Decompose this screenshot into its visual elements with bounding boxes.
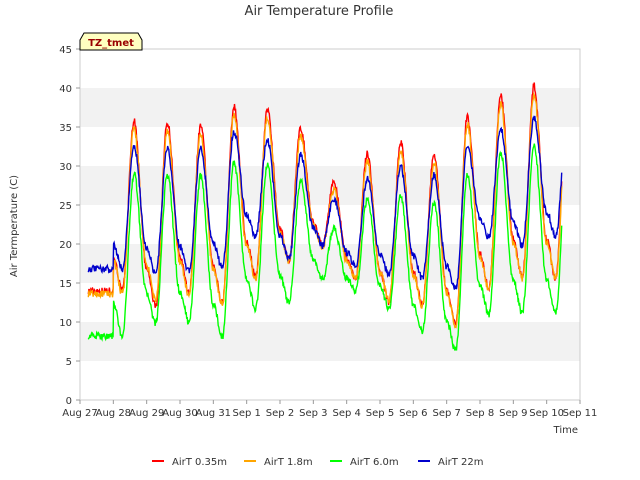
- x-tick-label: Aug 27: [62, 408, 97, 419]
- x-tick-label: Aug 30: [162, 408, 197, 419]
- y-tick-label: 15: [59, 279, 72, 290]
- y-tick-label: 30: [59, 162, 72, 173]
- y-tick-label: 35: [59, 123, 72, 134]
- annotation-label: TZ_tmet: [88, 38, 134, 49]
- series-lines: [87, 82, 563, 351]
- x-tick-label: Sep 9: [499, 408, 527, 419]
- grid-band: [80, 88, 580, 127]
- x-tick-label: Sep 10: [529, 408, 564, 419]
- x-tick-label: Aug 28: [96, 408, 131, 419]
- y-axis-label: Air Termperature (C): [9, 175, 20, 277]
- y-tick-label: 10: [59, 318, 72, 329]
- y-tick-label: 20: [59, 240, 72, 251]
- x-tick-label: Sep 11: [563, 408, 598, 419]
- plot-area: [79, 48, 581, 401]
- x-tick-label: Sep 5: [366, 408, 394, 419]
- y-tick-label: 25: [59, 201, 72, 212]
- x-tick-label: Aug 29: [129, 408, 164, 419]
- x-axis-label: Time: [553, 425, 578, 436]
- x-tick-label: Sep 1: [232, 408, 260, 419]
- legend-entry: AirT 0.35m: [172, 457, 227, 468]
- series-line: [87, 143, 563, 351]
- legend-entry: AirT 22m: [438, 457, 483, 468]
- x-tick-label: Sep 6: [399, 408, 427, 419]
- y-tick-label: 5: [66, 357, 72, 368]
- series-line: [87, 115, 563, 290]
- y-tick-label: 0: [66, 396, 72, 407]
- x-tick-label: Sep 4: [332, 408, 360, 419]
- grid-band: [80, 322, 580, 361]
- legend-entry: AirT 1.8m: [264, 457, 313, 468]
- legend: AirT 0.35m AirT 1.8m AirT 6.0m AirT 22m: [152, 457, 483, 468]
- x-tick-label: Sep 3: [299, 408, 327, 419]
- legend-entry: AirT 6.0m: [350, 457, 399, 468]
- x-tick-label: Sep 8: [466, 408, 494, 419]
- x-tick-label: Sep 7: [432, 408, 460, 419]
- grid-band: [80, 244, 580, 283]
- y-tick-label: 45: [59, 45, 72, 56]
- x-tick-label: Sep 2: [266, 408, 294, 419]
- y-tick-label: 40: [59, 84, 72, 95]
- chart-title: Air Temperature Profile: [245, 4, 394, 19]
- x-tick-label: Aug 31: [196, 408, 231, 419]
- annotation-box: TZ_tmet: [79, 32, 143, 51]
- y-axis: 0 5 10 15 20 25 30 35 40 45: [59, 45, 80, 407]
